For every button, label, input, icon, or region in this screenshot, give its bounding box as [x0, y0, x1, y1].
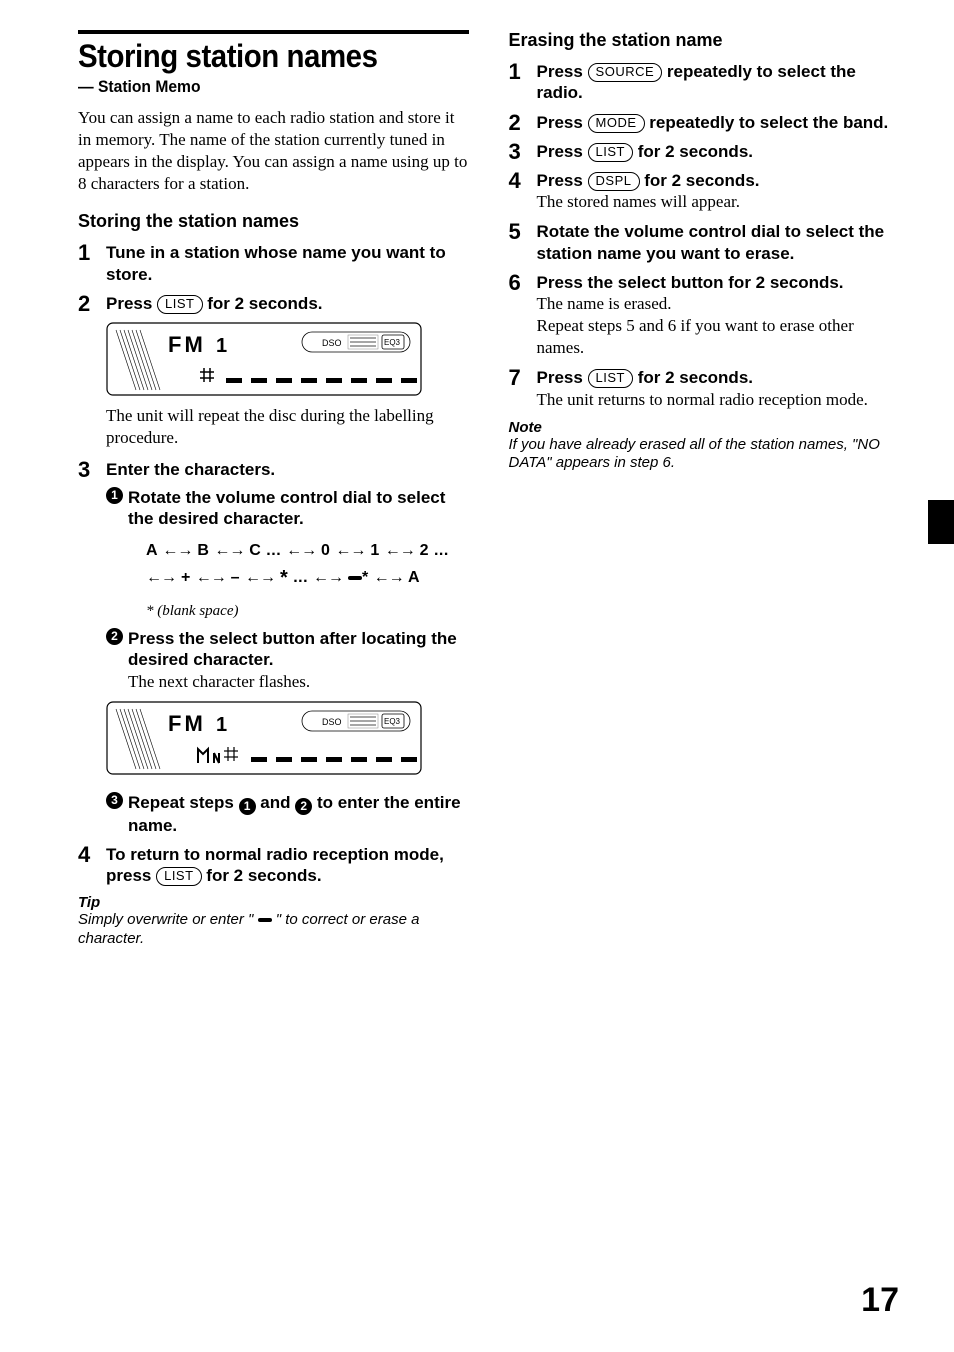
svg-text:1: 1	[216, 335, 227, 357]
substep-3: 3 Repeat steps 1 and 2 to enter the enti…	[106, 792, 469, 836]
svg-text:DSO: DSO	[322, 338, 342, 348]
erasing-steps: Press SOURCE repeatedly to select the ra…	[509, 61, 900, 411]
tip-heading: Tip	[78, 894, 469, 911]
storing-heading: Storing the station names	[78, 211, 469, 232]
storing-steps: Tune in a station whose name you want to…	[78, 242, 469, 886]
step-text: Press MODE repeatedly to select the band…	[537, 112, 900, 133]
erase-step-4: Press DSPL for 2 seconds. The stored nam…	[509, 170, 900, 213]
list-button-label: LIST	[156, 867, 201, 886]
step-subtext: The unit returns to normal radio recepti…	[537, 389, 900, 411]
list-button-label: LIST	[588, 369, 633, 388]
intro-paragraph: You can assign a name to each radio stat…	[78, 107, 469, 195]
step-text: Press LIST for 2 seconds.	[537, 367, 900, 388]
substep-subtext: The next character flashes.	[128, 671, 469, 693]
note-body: If you have already erased all of the st…	[509, 436, 900, 474]
step-text: Press the select button for 2 seconds.	[537, 272, 900, 293]
step-subtext: The name is erased.	[537, 293, 900, 315]
mode-button-label: MODE	[588, 114, 645, 133]
page-subtitle: — Station Memo	[78, 77, 437, 97]
left-column: Storing station names — Station Memo You…	[78, 30, 469, 949]
erase-step-3: Press LIST for 2 seconds.	[509, 141, 900, 162]
step-text: Enter the characters.	[106, 459, 469, 480]
store-step-1: Tune in a station whose name you want to…	[78, 242, 469, 285]
svg-text:DSO: DSO	[322, 717, 342, 727]
step-text: To return to normal radio reception mode…	[106, 844, 469, 887]
page-edge-tab	[928, 500, 954, 544]
step-subtext: Repeat steps 5 and 6 if you want to eras…	[537, 315, 900, 359]
store-step-3: Enter the characters. 1 Rotate the volum…	[78, 459, 469, 836]
circled-2-inline-icon: 2	[295, 798, 312, 815]
list-button-label: LIST	[588, 143, 633, 162]
step-text: Rotate the volume control dial to select…	[537, 221, 900, 264]
circled-3-icon: 3	[106, 792, 123, 809]
svg-text:EQ3: EQ3	[384, 338, 401, 347]
circled-2-icon: 2	[106, 628, 123, 645]
circled-1-inline-icon: 1	[239, 798, 256, 815]
substep-text: Repeat steps 1 and 2 to enter the entire…	[128, 792, 469, 836]
store-step-4: To return to normal radio reception mode…	[78, 844, 469, 887]
step-text: Press LIST for 2 seconds.	[537, 141, 900, 162]
substep-text: Press the select button after locating t…	[128, 628, 469, 671]
svg-text:FM: FM	[168, 711, 206, 736]
display-panel-2: FM 1 DSO EQ3	[106, 701, 422, 775]
substep-2: 2 Press the select button after locating…	[106, 628, 469, 784]
display-panel-1: FM 1 DSO EQ3	[106, 322, 422, 396]
step-text: Tune in a station whose name you want to…	[106, 242, 469, 285]
svg-text:EQ3: EQ3	[384, 717, 401, 726]
circled-1-icon: 1	[106, 487, 123, 504]
note-heading: Note	[509, 419, 900, 436]
display-caption-1: The unit will repeat the disc during the…	[106, 405, 469, 449]
step-text: Press LIST for 2 seconds.	[106, 293, 469, 314]
store-step-2: Press LIST for 2 seconds. FM 1 DSO	[78, 293, 469, 449]
step-text: Press DSPL for 2 seconds.	[537, 170, 900, 191]
character-sequence: A ←→ B ←→ C ... ←→ 0 ←→ 1 ←→ 2 ... ←→ + …	[146, 539, 469, 593]
dspl-button-label: DSPL	[588, 172, 640, 191]
source-button-label: SOURCE	[588, 63, 663, 82]
svg-text:1: 1	[216, 714, 227, 736]
erase-step-1: Press SOURCE repeatedly to select the ra…	[509, 61, 900, 104]
substep-text: Rotate the volume control dial to select…	[128, 487, 469, 530]
two-column-layout: Storing station names — Station Memo You…	[78, 30, 899, 949]
erase-step-2: Press MODE repeatedly to select the band…	[509, 112, 900, 133]
substep-1: 1 Rotate the volume control dial to sele…	[106, 487, 469, 621]
blank-glyph-icon	[258, 918, 272, 922]
tip-body: Simply overwrite or enter " " to correct…	[78, 911, 469, 949]
erase-step-6: Press the select button for 2 seconds. T…	[509, 272, 900, 360]
erasing-heading: Erasing the station name	[509, 30, 900, 51]
page-title: Storing station names	[78, 38, 437, 75]
step-text: Press SOURCE repeatedly to select the ra…	[537, 61, 900, 104]
list-button-label: LIST	[157, 295, 202, 314]
svg-text:FM: FM	[168, 332, 206, 357]
right-column: Erasing the station name Press SOURCE re…	[509, 30, 900, 949]
erase-step-7: Press LIST for 2 seconds. The unit retur…	[509, 367, 900, 410]
footnote: * (blank space)	[146, 603, 469, 620]
substeps: 1 Rotate the volume control dial to sele…	[106, 487, 469, 836]
step-subtext: The stored names will appear.	[537, 191, 900, 213]
title-rule	[78, 30, 469, 34]
page-number: 17	[861, 1281, 899, 1320]
erase-step-5: Rotate the volume control dial to select…	[509, 221, 900, 264]
